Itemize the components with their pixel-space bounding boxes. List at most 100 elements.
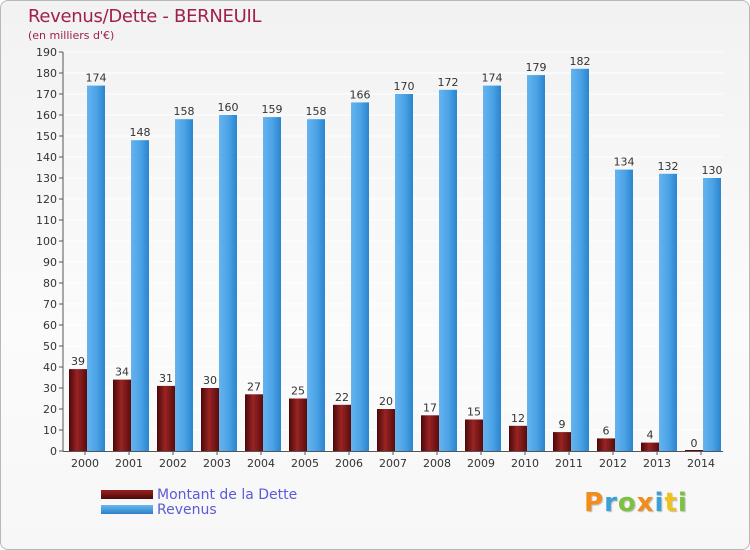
gridlines (63, 51, 723, 452)
data-label-dette-2011: 9 (559, 418, 566, 431)
logo-letter: x (636, 488, 655, 518)
legend-item-revenus: Revenus (101, 501, 297, 518)
data-label-revenus-2012: 134 (614, 156, 635, 169)
bar-dette-2000 (69, 369, 87, 451)
bar-revenus-2005 (307, 119, 325, 451)
logo-letter: P (584, 488, 605, 518)
data-label-dette-2005: 25 (291, 385, 305, 398)
x-tick-label: 2007 (379, 457, 407, 470)
y-tick-label: 170 (36, 88, 57, 101)
x-tick-label: 2006 (335, 457, 363, 470)
y-tick-label: 90 (43, 256, 57, 269)
y-tick-label: 160 (36, 109, 57, 122)
bar-revenus-2001 (131, 140, 149, 451)
y-tick-label: 190 (36, 46, 57, 59)
y-tick-label: 30 (43, 382, 57, 395)
logo-letter: i (677, 488, 688, 518)
legend-label-revenus: Revenus (157, 501, 217, 518)
data-label-revenus-2013: 132 (658, 160, 679, 173)
x-tick-label: 2013 (643, 457, 671, 470)
y-tick-label: 60 (43, 319, 57, 332)
bar-revenus-2004 (263, 117, 281, 451)
y-tick-label: 110 (36, 214, 57, 227)
y-tick-label: 50 (43, 340, 57, 353)
data-label-revenus-2001: 148 (130, 126, 151, 139)
bar-revenus-2014 (703, 178, 721, 451)
data-label-dette-2012: 6 (603, 424, 610, 437)
legend-swatch-dette (101, 490, 153, 499)
bar-dette-2012 (597, 438, 615, 451)
x-tick-label: 2000 (71, 457, 99, 470)
y-tick-label: 20 (43, 403, 57, 416)
chart-subtitle: (en milliers d'€) (28, 29, 115, 42)
legend: Montant de la Dette Revenus (101, 487, 297, 518)
data-label-revenus-2003: 160 (218, 101, 239, 114)
bar-revenus-2010 (527, 75, 545, 451)
bar-revenus-2008 (439, 89, 457, 452)
x-tick-label: 2014 (687, 457, 715, 470)
bar-dette-2009 (465, 419, 483, 451)
bar-revenus-2000 (87, 85, 105, 451)
data-label-dette-2004: 27 (247, 380, 261, 393)
x-tick-label: 2008 (423, 457, 451, 470)
bar-dette-2005 (289, 398, 307, 451)
bar-revenus-2006 (351, 102, 369, 452)
y-tick-label: 150 (36, 130, 57, 143)
data-label-revenus-2006: 166 (350, 88, 371, 101)
y-tick-label: 80 (43, 277, 57, 290)
x-axis: 2000 2001 2002 2003 2004 2005 2006 2007 2008 2009… (63, 451, 723, 470)
data-label-revenus-2002: 158 (174, 105, 195, 118)
bar-revenus-2007 (395, 94, 413, 451)
y-tick-label: 40 (43, 361, 57, 374)
bar-dette-2006 (333, 404, 351, 451)
data-label-revenus-2000: 174 (86, 72, 107, 85)
data-label-revenus-2004: 159 (262, 103, 283, 116)
bar-dette-2008 (421, 415, 439, 451)
logo-letter: i (654, 488, 665, 518)
x-tick-label: 2003 (203, 457, 231, 470)
logo-letter: o (617, 488, 637, 518)
y-tick-label: 70 (43, 298, 57, 311)
x-tick-label: 2011 (555, 457, 583, 470)
data-label-dette-2006: 22 (335, 391, 349, 404)
logo-letter: r (604, 488, 618, 518)
legend-item-dette: Montant de la Dette (101, 487, 297, 503)
y-tick-label: 10 (43, 424, 57, 437)
x-tick-label: 2001 (115, 457, 143, 470)
bar-dette-2002 (157, 385, 175, 451)
data-label-dette-2007: 20 (379, 395, 393, 408)
x-tick-label: 2009 (467, 457, 495, 470)
chart-title: Revenus/Dette - BERNEUIL (28, 6, 262, 27)
data-label-dette-2009: 15 (467, 406, 481, 419)
bar-revenus-2012 (615, 169, 633, 451)
y-tick-label: 130 (36, 172, 57, 185)
data-label-revenus-2010: 179 (526, 61, 547, 74)
data-label-revenus-2007: 170 (394, 80, 415, 93)
bar-revenus-2011 (571, 68, 589, 452)
bar-dette-2007 (377, 409, 395, 451)
data-label-dette-2000: 39 (71, 355, 85, 368)
legend-swatch-revenus (101, 505, 153, 514)
data-label-dette-2010: 12 (511, 412, 525, 425)
bar-dette-2011 (553, 432, 571, 451)
data-label-dette-2014: 0 (691, 437, 698, 450)
bars: 3917434148311583016027159251582216620170… (69, 55, 723, 452)
y-tick-label: 120 (36, 193, 57, 206)
bar-revenus-2009 (483, 85, 501, 451)
bar-dette-2010 (509, 425, 527, 451)
data-label-dette-2003: 30 (203, 374, 217, 387)
bar-dette-2004 (245, 394, 263, 451)
data-label-dette-2001: 34 (115, 366, 129, 379)
bar-dette-2013 (641, 442, 659, 451)
data-label-revenus-2014: 130 (702, 164, 723, 177)
bar-revenus-2003 (219, 115, 237, 451)
x-tick-label: 2012 (599, 457, 627, 470)
y-axis: 0 10 20 30 40 50 60 70 80 90 100 110 120 130 140 150 160… (36, 46, 64, 458)
bar-revenus-2013 (659, 173, 677, 452)
y-tick-label: 180 (36, 67, 57, 80)
data-label-revenus-2011: 182 (570, 55, 591, 68)
y-tick-label: 0 (50, 445, 57, 458)
logo-letter: t (664, 488, 678, 518)
